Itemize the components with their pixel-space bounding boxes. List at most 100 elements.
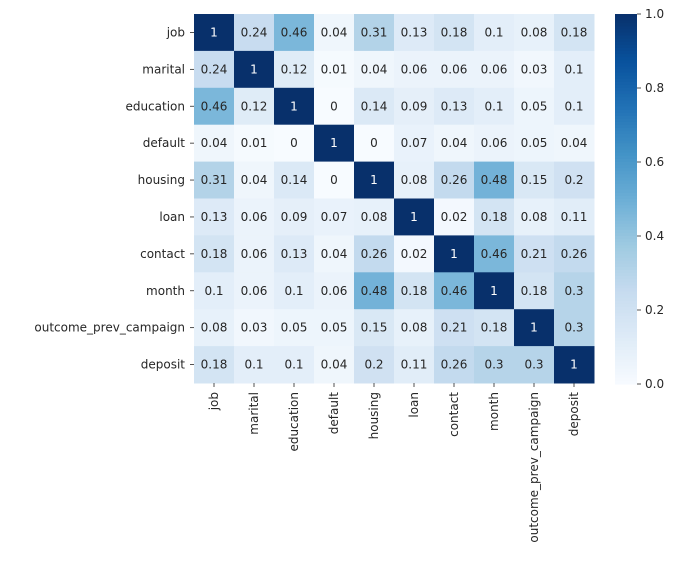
cell-value-label: 0.46 [201,99,228,113]
colorbar-segment [615,356,637,360]
colorbar-segment [615,66,637,71]
cell-value-label: 0.13 [441,99,468,113]
cell-value-label: 0.08 [521,25,548,39]
heatmap-cell [354,235,395,273]
heatmap-cell [474,346,515,384]
colorbar-segment [615,109,637,114]
heatmap-cell [474,198,515,236]
colorbar-tick-label: 1.0 [645,7,664,21]
colorbar-segment [615,343,637,348]
colorbar-segment [615,310,637,314]
colorbar-segment [615,294,637,299]
heatmap-cell [274,50,315,89]
colorbar-segment [615,226,637,231]
colorbar-segment [615,103,637,108]
heatmap-cell [394,14,435,52]
cell-value-label: 0.04 [441,136,468,150]
cell-value-label: 0.18 [201,358,228,372]
cell-value-label: 1 [530,321,538,335]
heatmap-cell [554,235,595,273]
heatmap-cell [354,309,395,347]
y-tick-label: education [125,99,185,113]
colorbar-segment [615,63,637,68]
colorbar-segment [615,26,637,31]
cell-value-label: 0.1 [204,284,223,298]
cell-value-label: 0.04 [241,173,268,187]
colorbar-segment [615,158,637,163]
cell-value-label: 0.03 [241,321,268,335]
colorbar-segment [615,121,637,126]
heatmap-cell [194,309,235,347]
x-tick-label: marital [247,392,261,435]
colorbar-segment [615,297,637,302]
colorbar-tick-label: 0.2 [645,303,664,317]
colorbar-segment [615,97,637,101]
cell-value-label: 0.02 [401,247,428,261]
colorbar-segment [615,208,637,212]
heatmap-cell [514,161,555,199]
colorbar-segment [615,54,637,58]
x-tick-label: housing [367,392,381,439]
heatmap-cell [554,50,595,89]
colorbar-segment [615,112,637,117]
colorbar-segment [615,316,637,320]
y-tick-label: loan [159,210,185,224]
heatmap-cell [434,198,475,236]
cell-value-label: 0.06 [241,284,268,298]
colorbar-segment [615,106,637,111]
colorbar-segment [615,202,637,206]
heatmap-cell [514,87,555,126]
heatmap-cell [554,124,595,163]
heatmap-cell [194,235,235,273]
heatmap-cell [194,161,235,199]
colorbar-segment [615,134,637,138]
heatmap-cell [434,161,475,199]
cell-value-label: 0.08 [401,173,428,187]
heatmap-cell [314,309,355,347]
colorbar-segment [615,380,637,385]
cell-value-label: 0.04 [361,62,388,76]
colorbar-segment [615,143,637,148]
cell-value-label: 0.05 [321,321,348,335]
cell-value-label: 0.06 [441,62,468,76]
y-tick-label: default [143,136,186,150]
colorbar-segment [615,242,637,246]
y-tick-label: month [146,284,185,298]
cell-value-label: 0.09 [401,99,428,113]
heatmap-cell [274,346,315,384]
colorbar-segment [615,350,637,354]
cell-value-label: 0.08 [521,210,548,224]
colorbar-segment [615,254,637,259]
heatmap-cell [394,346,435,384]
colorbar-segment [615,263,637,268]
cell-value-label: 0.1 [484,99,503,113]
colorbar-segment [615,205,637,209]
colorbar-segment [615,180,637,185]
heatmap-cell [514,14,555,52]
heatmap-cell [194,14,235,52]
heatmap-cell [354,161,395,199]
cell-value-label: 0.1 [244,358,263,372]
heatmap-cell [554,87,595,126]
cell-value-label: 0.11 [561,210,588,224]
colorbar-segment [615,300,637,305]
colorbar-segment [615,365,637,370]
colorbar-segment [615,328,637,333]
heatmap-cell [474,87,515,126]
x-tick-label: outcome_prev_campaign [527,392,541,543]
colorbar-segment [615,35,637,40]
y-tick-label: outcome_prev_campaign [34,321,185,335]
cell-value-label: 0.26 [441,173,468,187]
cell-value-label: 0.04 [561,136,588,150]
heatmap-cell [274,87,315,126]
colorbar-segment [615,279,637,283]
colorbar-segment [615,47,637,52]
heatmap-cell [434,124,475,163]
colorbar-segment [615,177,637,182]
heatmap-cell [234,346,275,384]
heatmap-cell [474,50,515,89]
heatmap-cell [354,198,395,236]
x-tick-label: month [487,392,501,431]
cell-value-label: 0.14 [361,99,388,113]
colorbar-segment [615,319,637,323]
